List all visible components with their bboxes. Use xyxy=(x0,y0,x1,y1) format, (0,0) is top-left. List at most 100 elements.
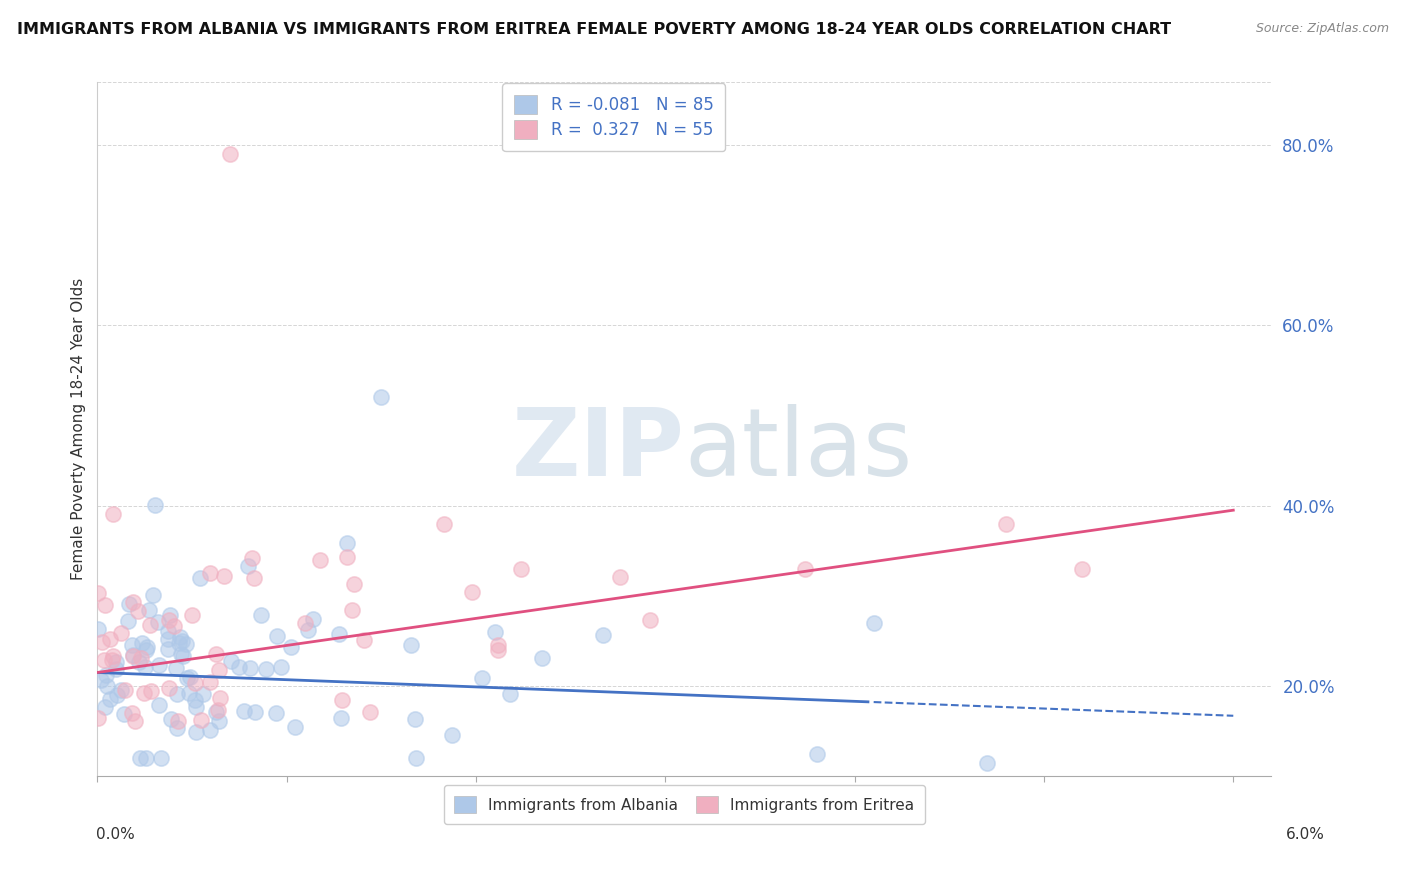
Point xyxy=(162,619,184,633)
Point xyxy=(129,751,152,765)
Point xyxy=(142,588,165,602)
Point xyxy=(184,699,207,714)
Point xyxy=(370,391,392,405)
Point xyxy=(609,570,631,584)
Point xyxy=(184,693,207,707)
Point xyxy=(995,516,1018,531)
Point xyxy=(188,572,211,586)
Point xyxy=(204,647,226,661)
Point xyxy=(359,705,381,719)
Point xyxy=(148,698,170,712)
Point xyxy=(198,675,221,690)
Point xyxy=(207,703,229,717)
Point xyxy=(149,751,172,765)
Point xyxy=(441,728,464,742)
Point xyxy=(592,628,614,642)
Point xyxy=(433,517,456,532)
Point xyxy=(91,635,114,649)
Point xyxy=(212,568,235,582)
Legend: Immigrants from Albania, Immigrants from Eritrea: Immigrants from Albania, Immigrants from… xyxy=(444,785,925,824)
Point xyxy=(793,562,815,576)
Point xyxy=(138,617,160,632)
Point xyxy=(101,507,124,521)
Text: 0.0%: 0.0% xyxy=(96,827,135,842)
Point xyxy=(343,577,366,591)
Point xyxy=(98,691,121,706)
Point xyxy=(254,662,277,676)
Point xyxy=(93,700,115,714)
Point xyxy=(245,706,267,720)
Text: 6.0%: 6.0% xyxy=(1285,827,1324,842)
Point xyxy=(101,653,124,667)
Point xyxy=(176,671,198,685)
Point xyxy=(121,638,143,652)
Point xyxy=(297,623,319,637)
Point xyxy=(124,714,146,728)
Point xyxy=(484,624,506,639)
Point xyxy=(308,553,330,567)
Point xyxy=(127,604,149,618)
Point xyxy=(96,679,118,693)
Point xyxy=(96,668,118,682)
Point xyxy=(118,597,141,611)
Point xyxy=(166,714,188,728)
Point xyxy=(122,648,145,663)
Point xyxy=(236,559,259,574)
Point xyxy=(135,751,157,765)
Point xyxy=(280,640,302,654)
Point xyxy=(806,747,828,761)
Point xyxy=(90,673,112,688)
Point xyxy=(105,655,128,669)
Point xyxy=(228,660,250,674)
Point xyxy=(156,632,179,646)
Point xyxy=(976,756,998,770)
Point xyxy=(122,595,145,609)
Point xyxy=(243,571,266,585)
Point xyxy=(131,651,153,665)
Point xyxy=(232,704,254,718)
Point xyxy=(165,661,187,675)
Point xyxy=(302,612,325,626)
Point xyxy=(170,633,193,648)
Point xyxy=(208,663,231,677)
Point xyxy=(105,689,128,703)
Point xyxy=(240,551,263,566)
Point xyxy=(190,713,212,727)
Point xyxy=(191,687,214,701)
Point xyxy=(157,642,180,657)
Point xyxy=(638,613,661,627)
Point xyxy=(184,675,207,690)
Point xyxy=(146,615,169,630)
Point xyxy=(121,706,143,720)
Point xyxy=(166,687,188,701)
Point xyxy=(172,649,194,664)
Point xyxy=(486,638,509,652)
Point xyxy=(266,706,288,721)
Point xyxy=(330,711,353,725)
Point xyxy=(148,658,170,673)
Point xyxy=(128,655,150,669)
Point xyxy=(134,660,156,674)
Point xyxy=(294,616,316,631)
Point xyxy=(110,626,132,640)
Point xyxy=(93,653,115,667)
Point xyxy=(98,632,121,647)
Point xyxy=(460,584,482,599)
Point xyxy=(208,691,231,706)
Point xyxy=(266,629,288,643)
Point xyxy=(198,566,221,581)
Point xyxy=(405,751,427,765)
Point xyxy=(104,662,127,676)
Point xyxy=(340,603,363,617)
Point xyxy=(110,682,132,697)
Point xyxy=(471,671,494,685)
Point xyxy=(93,598,115,612)
Point xyxy=(239,660,262,674)
Point xyxy=(157,624,180,638)
Point xyxy=(179,670,201,684)
Point xyxy=(159,608,181,623)
Point xyxy=(87,710,110,724)
Point xyxy=(174,637,197,651)
Point xyxy=(205,705,228,719)
Point xyxy=(218,147,240,161)
